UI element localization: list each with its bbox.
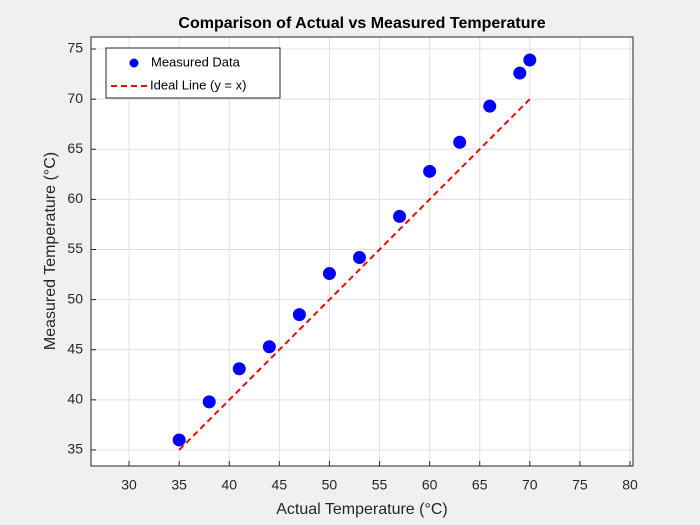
legend-box bbox=[105, 47, 281, 99]
x-tick-label: 45 bbox=[272, 477, 288, 493]
data-point bbox=[393, 209, 407, 223]
data-point bbox=[453, 135, 467, 149]
y-tick-label: 45 bbox=[67, 340, 83, 356]
legend: Measured Data Ideal Line (y = x) bbox=[105, 47, 281, 99]
x-tick-label: 35 bbox=[171, 477, 187, 493]
ideal-line bbox=[178, 98, 531, 451]
x-tick-label: 65 bbox=[472, 477, 488, 493]
grid bbox=[91, 37, 633, 466]
y-tick-label: 55 bbox=[67, 240, 83, 256]
data-point bbox=[322, 267, 336, 281]
data-point bbox=[423, 164, 437, 178]
ticks: 30 35 40 45 50 55 60 65 70 75 80 35 40 45 50 55 60 65 70 75 bbox=[67, 40, 638, 493]
x-tick-label: 50 bbox=[322, 477, 338, 493]
legend-label: Measured Data bbox=[151, 54, 241, 69]
x-tick-label: 80 bbox=[622, 477, 638, 493]
y-tick-label: 35 bbox=[67, 441, 83, 457]
y-tick-label: 50 bbox=[67, 290, 83, 306]
legend-marker bbox=[129, 58, 139, 68]
data-point bbox=[172, 433, 186, 447]
data-point bbox=[202, 395, 216, 409]
y-tick-label: 40 bbox=[67, 391, 83, 407]
x-tick-label: 75 bbox=[572, 477, 588, 493]
y-axis-label: Measured Temperature (°C) bbox=[42, 152, 59, 350]
chart-title: Comparison of Actual vs Measured Tempera… bbox=[178, 15, 545, 32]
data-point bbox=[513, 66, 527, 80]
x-tick-label: 30 bbox=[121, 477, 137, 493]
y-tick-label: 60 bbox=[67, 190, 83, 206]
legend-label: Ideal Line (y = x) bbox=[150, 77, 246, 92]
data-point bbox=[352, 251, 366, 265]
y-tick-label: 70 bbox=[67, 90, 83, 106]
data-point bbox=[262, 340, 276, 354]
data-point bbox=[232, 362, 246, 376]
data-point bbox=[483, 99, 497, 113]
y-tick-label: 65 bbox=[67, 140, 83, 156]
axes-box bbox=[90, 36, 634, 467]
plot-area bbox=[91, 37, 633, 466]
data-point bbox=[292, 308, 306, 322]
x-tick-label: 40 bbox=[221, 477, 237, 493]
x-tick-label: 55 bbox=[372, 477, 388, 493]
marks bbox=[172, 53, 537, 451]
x-axis-label: Actual Temperature (°C) bbox=[276, 501, 448, 518]
data-point bbox=[523, 53, 537, 67]
y-tick-label: 75 bbox=[67, 40, 83, 56]
x-tick-label: 70 bbox=[522, 477, 538, 493]
x-tick-label: 60 bbox=[422, 477, 438, 493]
